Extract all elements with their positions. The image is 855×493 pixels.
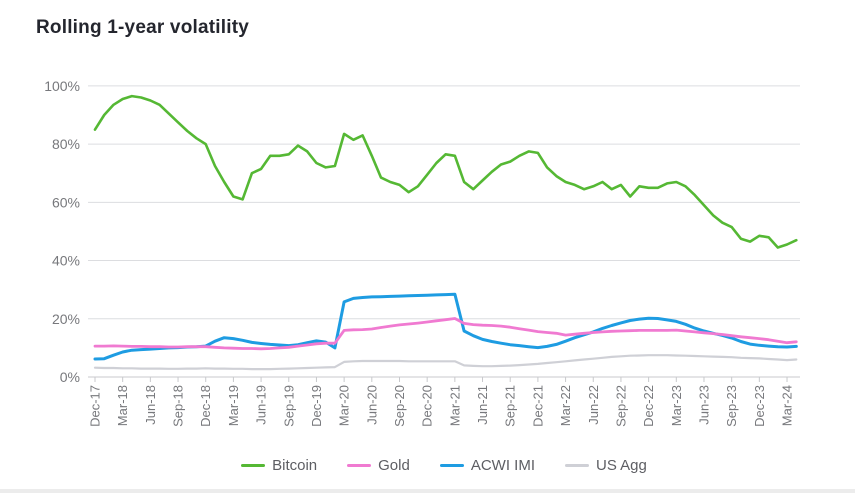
y-axis-label-0: 0% [60, 369, 80, 385]
x-axis-label: Dec-23 [752, 385, 767, 427]
legend-item-acwi-imi: ACWI IMI [439, 457, 535, 474]
legend-label-acwi-imi: ACWI IMI [470, 457, 535, 474]
y-axis-label-100: 100% [44, 78, 80, 94]
legend-item-gold: Gold [347, 457, 410, 474]
x-axis-label: Sep-22 [613, 385, 628, 427]
legend-item-us-agg: US Agg [565, 457, 647, 474]
x-axis-label: Dec-22 [641, 385, 656, 427]
chart-legend: Bitcoin Gold ACWI IMI US Agg [88, 457, 800, 474]
y-axis-label-60: 60% [52, 194, 80, 210]
legend-swatch-acwi-imi [439, 463, 464, 468]
legend-swatch-gold [347, 463, 372, 468]
x-axis-label: Dec-21 [530, 385, 545, 427]
y-axis-label-20: 20% [52, 311, 80, 327]
x-axis-label: Dec-20 [420, 385, 435, 427]
series-line-gold [93, 317, 798, 351]
x-axis-label: Mar-23 [669, 385, 684, 426]
x-axis-label: Mar-18 [115, 385, 130, 426]
x-axis-label: Mar-20 [337, 385, 352, 426]
x-axis-label: Sep-23 [724, 385, 739, 427]
x-axis-label: Sep-20 [392, 385, 407, 427]
series-line-acwi-imi [93, 292, 798, 361]
legend-item-bitcoin: Bitcoin [241, 457, 317, 474]
legend-label-us-agg: US Agg [596, 457, 647, 474]
x-axis-label: Jun-21 [475, 385, 490, 425]
page-title: Rolling 1-year volatility [36, 17, 249, 38]
legend-label-gold: Gold [378, 457, 410, 474]
volatility-chart: 0% 20% 40% 60% 80% 100% Dec-17 Mar-18 Jun-18 Sep-… [44, 78, 800, 427]
x-axis-label: Jun-23 [696, 385, 711, 425]
x-axis-label: Sep-18 [171, 385, 186, 427]
legend-swatch-bitcoin [241, 463, 266, 468]
series-line-bitcoin [93, 94, 798, 249]
x-axis-label: Mar-21 [447, 385, 462, 426]
x-axis-label: Mar-22 [558, 385, 573, 426]
x-axis-label: Dec-19 [309, 385, 324, 427]
x-axis-label: Jun-20 [364, 385, 379, 425]
x-axis-label: Mar-19 [226, 385, 241, 426]
x-axis-label: Dec-18 [198, 385, 213, 427]
x-axis-label: Sep-21 [503, 385, 518, 427]
legend-label-bitcoin: Bitcoin [272, 457, 318, 474]
y-axis-label-80: 80% [52, 136, 80, 152]
x-axis-label: Mar-24 [780, 385, 795, 426]
y-axis-label-40: 40% [52, 253, 80, 269]
x-axis-label: Jun-19 [254, 385, 269, 425]
legend-swatch-us-agg [565, 463, 589, 468]
x-axis-label: Jun-18 [143, 385, 158, 425]
bottom-divider [0, 489, 855, 493]
x-axis-label: Dec-17 [88, 385, 103, 427]
x-axis-label: Sep-19 [281, 385, 296, 427]
series-line-us-agg [93, 354, 798, 371]
x-axis-label: Jun-22 [586, 385, 601, 425]
